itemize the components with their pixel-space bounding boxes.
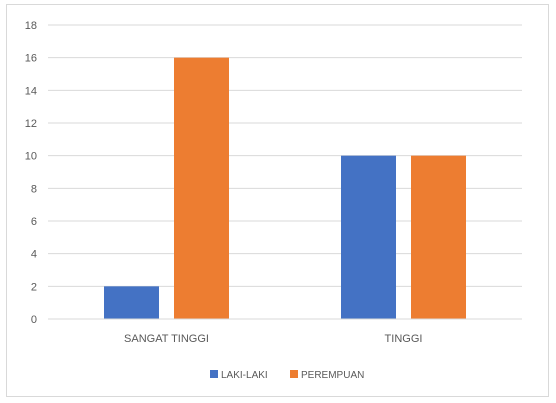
y-tick-label: 10: [25, 151, 37, 163]
y-tick-label: 2: [31, 281, 37, 293]
bar-perempuan-sangat-tinggi: [174, 57, 229, 320]
y-tick-label: 16: [25, 53, 37, 65]
legend-item-laki-laki: LAKI-LAKI: [210, 370, 268, 381]
legend-swatch: [210, 370, 218, 378]
bar-laki-laki-tinggi: [341, 155, 396, 319]
legend-swatch: [290, 370, 298, 378]
legend: LAKI-LAKI PEREMPUAN: [210, 370, 364, 381]
y-tick-label: 14: [25, 85, 37, 97]
y-tick-label: 0: [31, 314, 37, 326]
y-tick-label: 6: [31, 216, 37, 228]
y-axis-tick-labels: 0 2 4 6 8 10 12 14 16 18: [25, 20, 37, 326]
bar-perempuan-tinggi: [411, 155, 466, 319]
x-category-label: SANGAT TINGGI: [124, 333, 209, 345]
bar-laki-laki-sangat-tinggi: [104, 286, 159, 319]
legend-item-perempuan: PEREMPUAN: [290, 370, 364, 381]
y-tick-label: 12: [25, 118, 37, 130]
legend-label: PEREMPUAN: [301, 370, 364, 381]
bars: [104, 57, 466, 320]
y-tick-label: 18: [25, 20, 37, 32]
y-tick-label: 8: [31, 183, 37, 195]
y-tick-label: 4: [31, 249, 37, 261]
x-axis-category-labels: SANGAT TINGGI TINGGI: [124, 333, 422, 345]
legend-label: LAKI-LAKI: [221, 370, 268, 381]
x-category-label: TINGGI: [385, 333, 423, 345]
